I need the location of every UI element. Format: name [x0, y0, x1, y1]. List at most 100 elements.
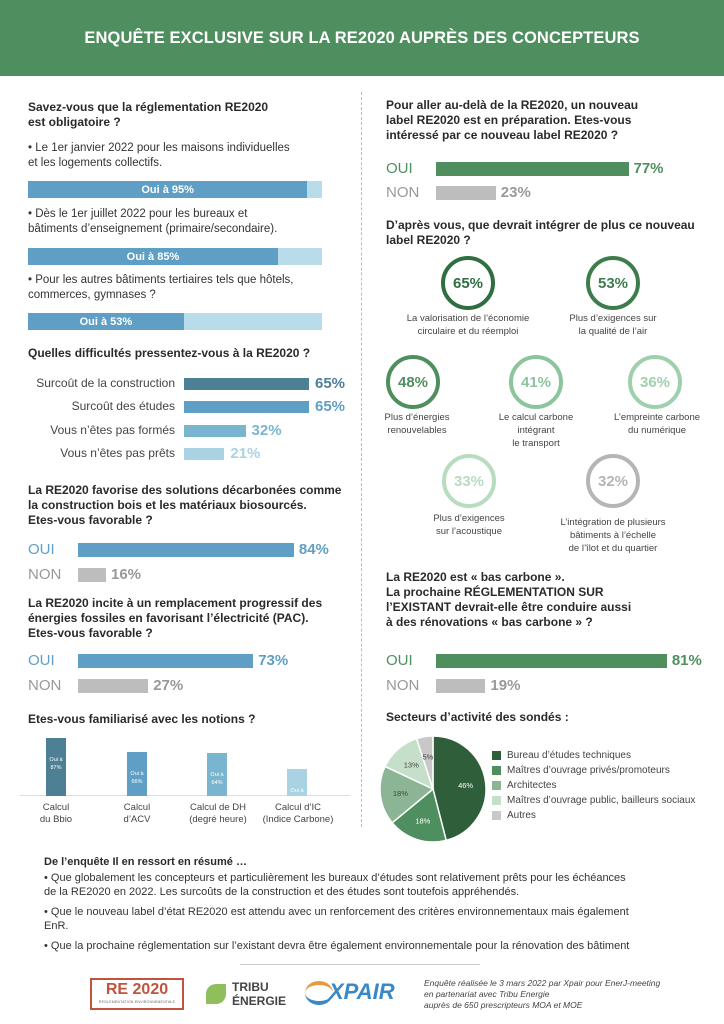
q6-yes-bar — [436, 161, 629, 176]
q4-no-bar — [78, 678, 149, 693]
q8-no-row: NON 19% — [386, 677, 520, 694]
q6-yes-pct: 77% — [633, 160, 664, 177]
re2020-logo: RE 2020 RÉGLEMENTATION ENVIRONNEMENTALE — [90, 978, 184, 1010]
q1-item-3-text: • Pour les autres bâtiments tertiaires t… — [28, 274, 294, 301]
summary-bullet-3: • Que la prochaine réglementation sur l’… — [44, 940, 630, 952]
q7-circle-2: 53% — [586, 256, 640, 310]
q1-item-1-fill: Oui à 95% — [28, 181, 308, 198]
column-divider — [361, 92, 362, 827]
q4-yes-bar — [78, 653, 254, 668]
q1-title: Savez-vous que la réglementation RE2020 e… — [28, 100, 269, 129]
q7-cap-1: La valorisation de l’économie circulaire … — [406, 313, 530, 337]
q1-item-1-text: • Le 1er janvier 2022 pour les maisons i… — [28, 142, 290, 169]
pie-slice-3 — [379, 765, 435, 824]
q2-bar-1 — [184, 378, 309, 390]
q7-cap-6: Plus d’exigences sur l’acoustique — [433, 513, 505, 537]
pie-label-1: 46% — [458, 781, 473, 790]
q8-no-label: NON — [386, 677, 420, 694]
legend-item-1: Bureau d’études techniques — [492, 748, 722, 763]
q3-no-pct: 16% — [111, 566, 142, 583]
q4-no-row: NON 27% — [28, 677, 183, 694]
q2-pct-2: 65% — [315, 398, 346, 415]
q3-no-label: NON — [28, 566, 62, 583]
tribu-leaf-icon — [206, 984, 226, 1004]
q2-bar-2 — [184, 401, 309, 413]
q2-pct-1: 65% — [315, 375, 346, 392]
q4-title: La RE2020 incite à un remplacement progr… — [28, 596, 323, 640]
q8-title: La RE2020 est « bas carbone ». La prochai… — [386, 570, 632, 629]
q6-no-label: NON — [386, 184, 420, 201]
q7-cap-3: Plus d’énergies renouvelables — [384, 412, 450, 436]
q1-item-2-bar: Oui à 85% — [28, 248, 322, 265]
q7-cap-2: Plus d’exigences sur la qualité de l’air — [569, 313, 657, 337]
summary-bullet-1: • Que globalement les concepteurs et par… — [44, 872, 626, 898]
q8-yes-pct: 81% — [671, 652, 702, 669]
legend-item-4: Maîtres d’ouvrage public, bailleurs soci… — [492, 793, 722, 808]
q2-pct-3: 32% — [251, 422, 282, 439]
q7-cap-7: L’intégration de plusieurs bâtiments à l’… — [560, 517, 666, 554]
q6-yes-label: OUI — [386, 160, 413, 177]
sector-pie-chart: 46% 18% 18% 13%5% — [379, 735, 487, 843]
q5-bar-1: Oui à 87% — [46, 738, 66, 796]
pie-slice-5 — [415, 735, 434, 790]
q7-circle-6: 33% — [442, 454, 496, 508]
q1-item-1-bar: Oui à 95% — [28, 181, 322, 198]
pie-slice-1 — [432, 735, 487, 842]
q5-cap-1: Calcul du Bbio — [39, 802, 73, 825]
q8-no-pct: 19% — [490, 677, 521, 694]
q2-bar-3 — [184, 425, 246, 437]
q5-bar-4: Oui à 40% — [287, 769, 307, 802]
summary-bullet-2: • Que le nouveau label d’état RE2020 est… — [44, 906, 629, 932]
q2-chart: Surcoût de la construction 65% Surcoût d… — [20, 375, 350, 468]
summary-title: De l’enquête Il en ressort en résumé … — [44, 856, 247, 868]
legend-item-5: Autres — [492, 808, 722, 823]
tribu-energie-logo: TRIBU ÉNERGIE — [206, 978, 296, 1010]
legend-item-3: Architectes — [492, 778, 722, 793]
q9-title: Secteurs d’activité des sondés : — [386, 710, 569, 724]
q6-title: Pour aller au-delà de la RE2020, un nouv… — [386, 98, 639, 142]
q5-cap-2: Calcul d’ACV — [123, 802, 151, 825]
q6-no-bar — [436, 185, 496, 200]
q4-yes-pct: 73% — [258, 652, 289, 669]
q7-circle-1: 65% — [441, 256, 495, 310]
q2-pct-4: 21% — [230, 445, 261, 462]
q8-yes-row: OUI 81% — [386, 652, 702, 669]
q3-title: La RE2020 favorise des solutions décarbo… — [28, 483, 342, 527]
q3-yes-row: OUI 84% — [28, 541, 329, 558]
q4-yes-row: OUI 73% — [28, 652, 288, 669]
q5-cap-3: Calcul de DH (degré heure) — [189, 802, 247, 825]
q1-item-2-text: • Dès le 1er juillet 2022 pour les burea… — [28, 208, 278, 235]
q5-chart: Oui à 87% Oui à 66% Oui à 64% Oui à 40% Calc… — [20, 730, 350, 830]
q7-circle-5: 36% — [628, 355, 682, 409]
q3-yes-label: OUI — [28, 541, 55, 558]
q2-label-4: Vous n’êtes pas prêts — [60, 446, 175, 460]
q7-cap-5: L’empreinte carbone du numérique — [613, 412, 701, 436]
xpair-swoosh-icon — [305, 981, 333, 1005]
q3-no-bar — [78, 567, 106, 582]
pie-legend: Bureau d’études techniques Maîtres d’ouv… — [492, 748, 722, 823]
pie-slice-2 — [391, 787, 448, 843]
q8-yes-label: OUI — [386, 652, 413, 669]
q5-title: Etes-vous familiarisé avec les notions ? — [28, 712, 256, 726]
q6-yes-row: OUI 77% — [386, 160, 664, 177]
pie-label-5: 5% — [422, 753, 433, 762]
q7-cap-4: Le calcul carbone intégrant le transport — [498, 412, 574, 449]
q2-label-2: Surcoût des études — [71, 399, 175, 413]
q7-circle-3: 48% — [386, 355, 440, 409]
pie-label-4: 13% — [404, 760, 419, 769]
q3-yes-bar — [78, 542, 294, 557]
q2-label-3: Vous n’êtes pas formés — [50, 423, 175, 437]
q5-cap-4: Calcul d’IC (Indice Carbone) — [262, 802, 334, 825]
q5-bar-2: Oui à 66% — [127, 752, 147, 796]
q3-yes-pct: 84% — [298, 541, 329, 558]
xpair-logo: XPAIR — [305, 975, 415, 1011]
q7-title: D’après vous, que devrait intégrer de pl… — [386, 218, 695, 247]
q3-no-row: NON 16% — [28, 566, 141, 583]
q1-item-3-fill: Oui à 53% — [28, 313, 184, 330]
q7-circle-7: 32% — [586, 454, 640, 508]
page-title: ENQUÊTE EXCLUSIVE SUR LA RE2020 AUPRÈS D… — [0, 0, 724, 76]
q5-bar-3: Oui à 64% — [207, 753, 227, 796]
q2-title: Quelles difficultés pressentez-vous à la… — [28, 346, 311, 360]
q4-no-label: NON — [28, 677, 62, 694]
q2-bar-4 — [184, 448, 225, 460]
